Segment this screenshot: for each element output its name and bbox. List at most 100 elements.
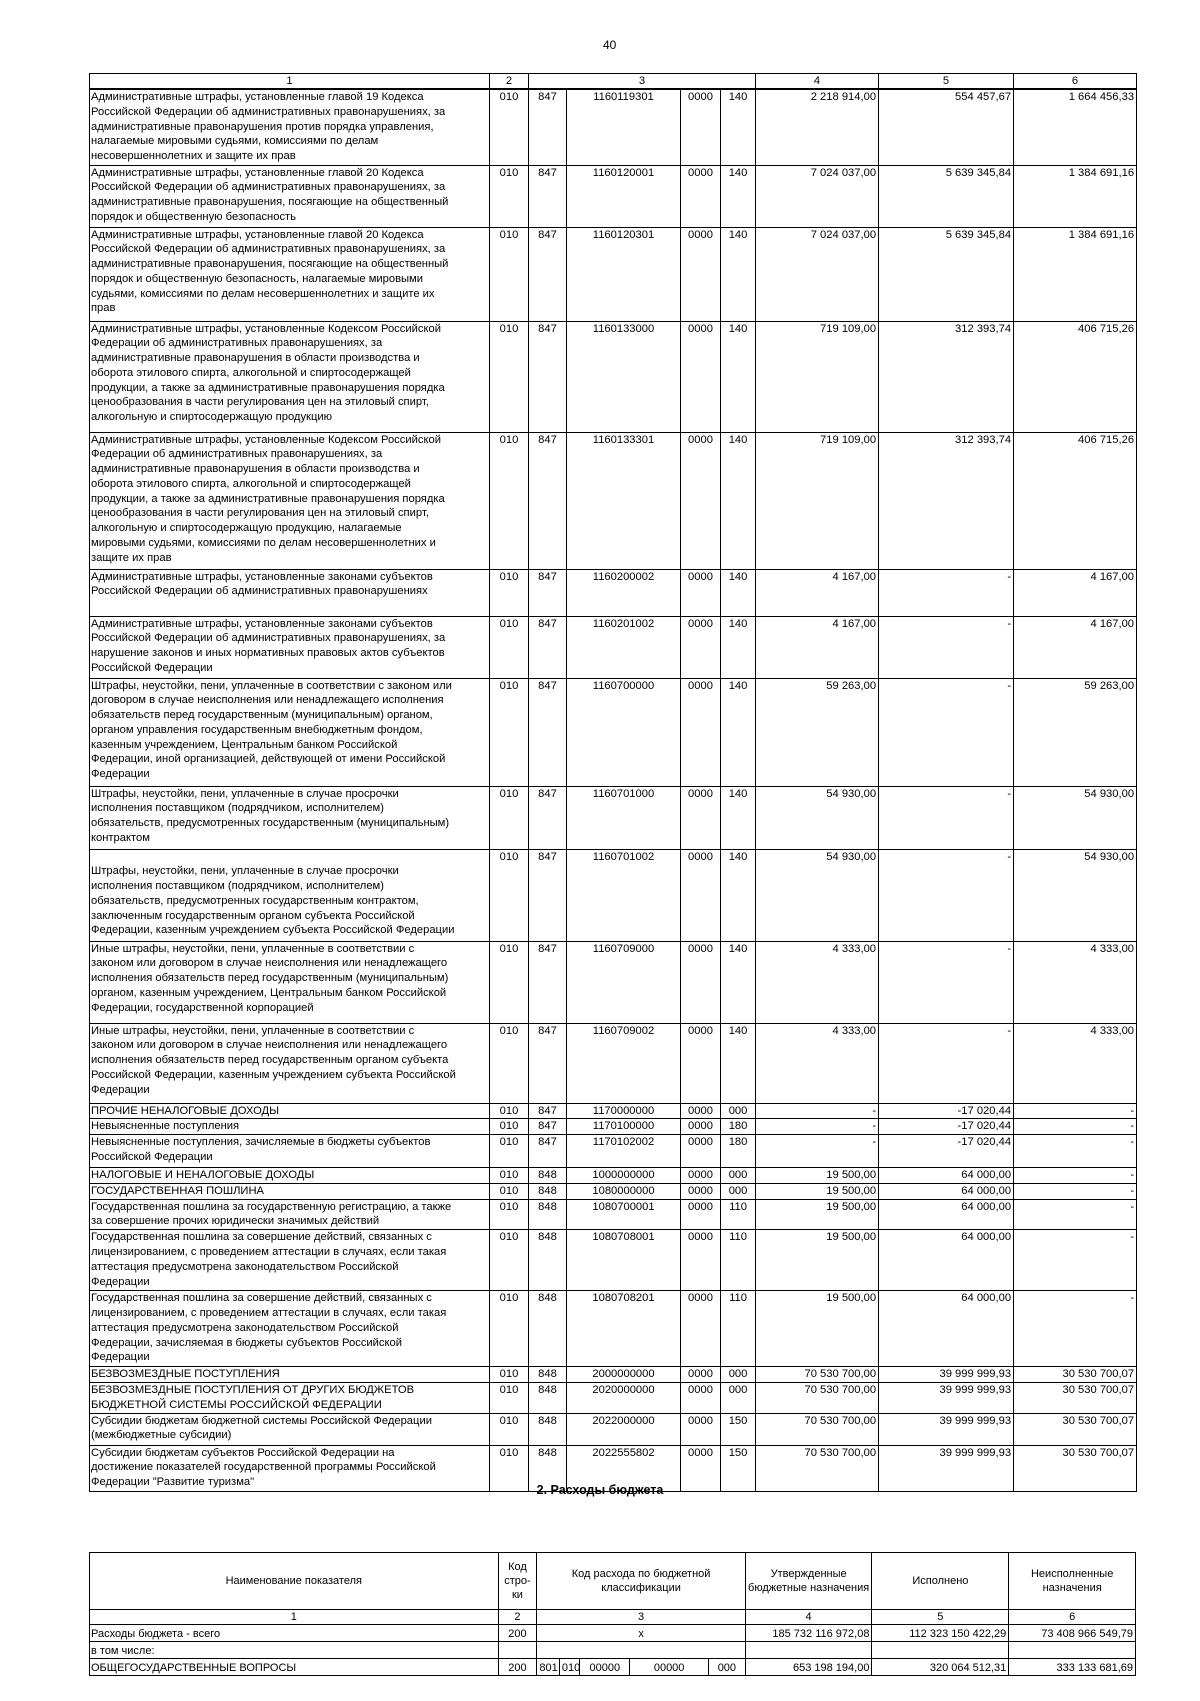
row-income-code: 1160701000 <box>566 785 681 850</box>
table-row: Иные штрафы, неустойки, пени, уплаченные… <box>89 940 1138 1024</box>
row-line-code: 010 <box>489 226 529 322</box>
row-name: Административные штрафы, установленные з… <box>89 568 490 617</box>
row-kind-code: 140 <box>719 1022 757 1104</box>
row-admin-code: 847 <box>528 88 567 166</box>
row-income-code: 1080708001 <box>566 1229 681 1292</box>
row-subtype-code: 0000 <box>680 1444 721 1492</box>
table-row: Государственная пошлина за совершение де… <box>89 1290 1138 1368</box>
row-line-code: 010 <box>489 940 529 1024</box>
row-kind-code: 140 <box>719 431 757 570</box>
row-kind-code: 000 <box>719 1167 757 1184</box>
row-admin-code: 847 <box>528 226 567 322</box>
row-approved: 19 500,00 <box>755 1290 880 1368</box>
row-executed: - <box>878 1022 1015 1104</box>
row-unexecuted: 406 715,26 <box>1013 431 1138 570</box>
row-admin-code: 848 <box>528 1229 567 1292</box>
row-admin-code: 848 <box>528 1366 567 1384</box>
row-income-code: 1000000000 <box>566 1167 681 1184</box>
row-name: Штрафы, неустойки, пени, уплаченные в сл… <box>89 848 490 942</box>
row-line-code: 010 <box>489 1182 529 1200</box>
row-approved: 7 024 037,00 <box>755 226 880 322</box>
expenses-table: Наименование показателя Код стро-ки Код … <box>89 1552 1136 1676</box>
row-subtype-code: 0000 <box>680 568 721 617</box>
row-executed: - <box>878 568 1015 617</box>
row-income-code: 1170000000 <box>566 1102 681 1120</box>
row-admin-code: 847 <box>528 940 567 1024</box>
row-unexecuted: - <box>1013 1118 1138 1136</box>
row-line-code: 010 <box>489 1134 529 1169</box>
row-income-code: 1160120301 <box>566 226 681 322</box>
row-executed: 64 000,00 <box>878 1229 1015 1292</box>
row-approved: 70 530 700,00 <box>755 1444 880 1492</box>
row-unexecuted: 30 530 700,07 <box>1013 1382 1138 1414</box>
row-unexecuted: 406 715,26 <box>1013 320 1138 433</box>
row-income-code: 1080700001 <box>566 1198 681 1231</box>
row-income-code: 1170102002 <box>566 1134 681 1169</box>
table-row: Государственная пошлина за государственн… <box>89 1198 1138 1231</box>
row-executed: 64 000,00 <box>878 1290 1015 1368</box>
row-subtype-code: 0000 <box>680 848 721 942</box>
row-approved: - <box>755 1134 880 1169</box>
row-subtype-code: 0000 <box>680 320 721 433</box>
row-line-code: 010 <box>489 848 529 942</box>
header-row: Наименование показателя Код стро-ки Код … <box>89 1552 1136 1610</box>
row-approved: 4 333,00 <box>755 1022 880 1104</box>
row-subtype-code: 0000 <box>680 1382 721 1414</box>
row-subtype-code: 0000 <box>680 615 721 679</box>
row-income-code: 1160700000 <box>566 677 681 787</box>
row-line-code: 010 <box>489 1118 529 1136</box>
row-name: Штрафы, неустойки, пени, уплаченные в со… <box>89 677 490 787</box>
row-unexecuted: - <box>1013 1198 1138 1231</box>
row-income-code: 2000000000 <box>566 1366 681 1384</box>
row-approved: 653 198 194,00 <box>744 1658 873 1676</box>
row-approved: 719 109,00 <box>755 320 880 433</box>
row-income-code: 1160709000 <box>566 940 681 1024</box>
row-code-part: 801 <box>536 1658 560 1676</box>
row-name: Субсидии бюджетам бюджетной системы Росс… <box>89 1412 490 1446</box>
row-name: Государственная пошлина за государственн… <box>89 1198 490 1231</box>
row-income-code: 1170100000 <box>566 1118 681 1136</box>
row-unexecuted: 1 384 691,16 <box>1013 164 1138 228</box>
row-name: Субсидии бюджетам субъектов Российской Ф… <box>89 1444 490 1492</box>
row-name: БЕЗВОЗМЕЗДНЫЕ ПОСТУПЛЕНИЯ <box>89 1366 490 1384</box>
row-line-code: 010 <box>489 320 529 433</box>
row-executed: 64 000,00 <box>878 1182 1015 1200</box>
table-row: Субсидии бюджетам бюджетной системы Росс… <box>89 1412 1138 1446</box>
row-approved: 2 218 914,00 <box>755 88 880 166</box>
row-kind-code: 110 <box>719 1229 757 1292</box>
row-approved: 719 109,00 <box>755 431 880 570</box>
table-row: Административные штрафы, установленные з… <box>89 568 1138 617</box>
table-row: БЕЗВОЗМЕЗДНЫЕ ПОСТУПЛЕНИЯ 010 848 200000000… <box>89 1366 1138 1384</box>
row-unexecuted: - <box>1013 1182 1138 1200</box>
row-kind-code: 180 <box>719 1118 757 1136</box>
row-executed: - <box>878 785 1015 850</box>
row-name: НАЛОГОВЫЕ И НЕНАЛОГОВЫЕ ДОХОДЫ <box>89 1167 490 1184</box>
row-subtype-code: 0000 <box>680 785 721 850</box>
table-row: Невыясненные поступления 010 847 1170100000… <box>89 1118 1138 1136</box>
row-admin-code: 847 <box>528 615 567 679</box>
column-number: 2 <box>489 73 529 90</box>
row-kind-code: 180 <box>719 1134 757 1169</box>
row-admin-code: 848 <box>528 1412 567 1446</box>
row-admin-code: 847 <box>528 1118 567 1136</box>
table-row: Административные штрафы, установленные К… <box>89 320 1138 433</box>
row-name: Административные штрафы, установленные г… <box>89 226 490 322</box>
row-admin-code: 848 <box>528 1382 567 1414</box>
row-executed: 312 393,74 <box>878 320 1015 433</box>
row-name: БЕЗВОЗМЕЗДНЫЕ ПОСТУПЛЕНИЯ ОТ ДРУГИХ БЮДЖ… <box>89 1382 490 1414</box>
row-name: Расходы бюджета - всего <box>89 1624 499 1642</box>
table-row: ПРОЧИЕ НЕНАЛОГОВЫЕ ДОХОДЫ 010 847 117000000… <box>89 1102 1138 1120</box>
row-unexecuted: 30 530 700,07 <box>1013 1444 1138 1492</box>
column-number: 1 <box>89 1609 499 1625</box>
column-number: 3 <box>527 73 757 90</box>
row-approved: 70 530 700,00 <box>755 1412 880 1446</box>
row-name: Административные штрафы, установленные г… <box>89 164 490 228</box>
row-line-code: 010 <box>489 615 529 679</box>
row-code-part: 0100 <box>558 1658 581 1676</box>
row-name: Государственная пошлина за совершение де… <box>89 1229 490 1292</box>
row-income-code: 1160120001 <box>566 164 681 228</box>
row-line-code: 010 <box>489 1382 529 1414</box>
row-name: Административные штрафы, установленные К… <box>89 431 490 570</box>
row-income-code: 1080708201 <box>566 1290 681 1368</box>
row-name: Иные штрафы, неустойки, пени, уплаченные… <box>89 1022 490 1104</box>
